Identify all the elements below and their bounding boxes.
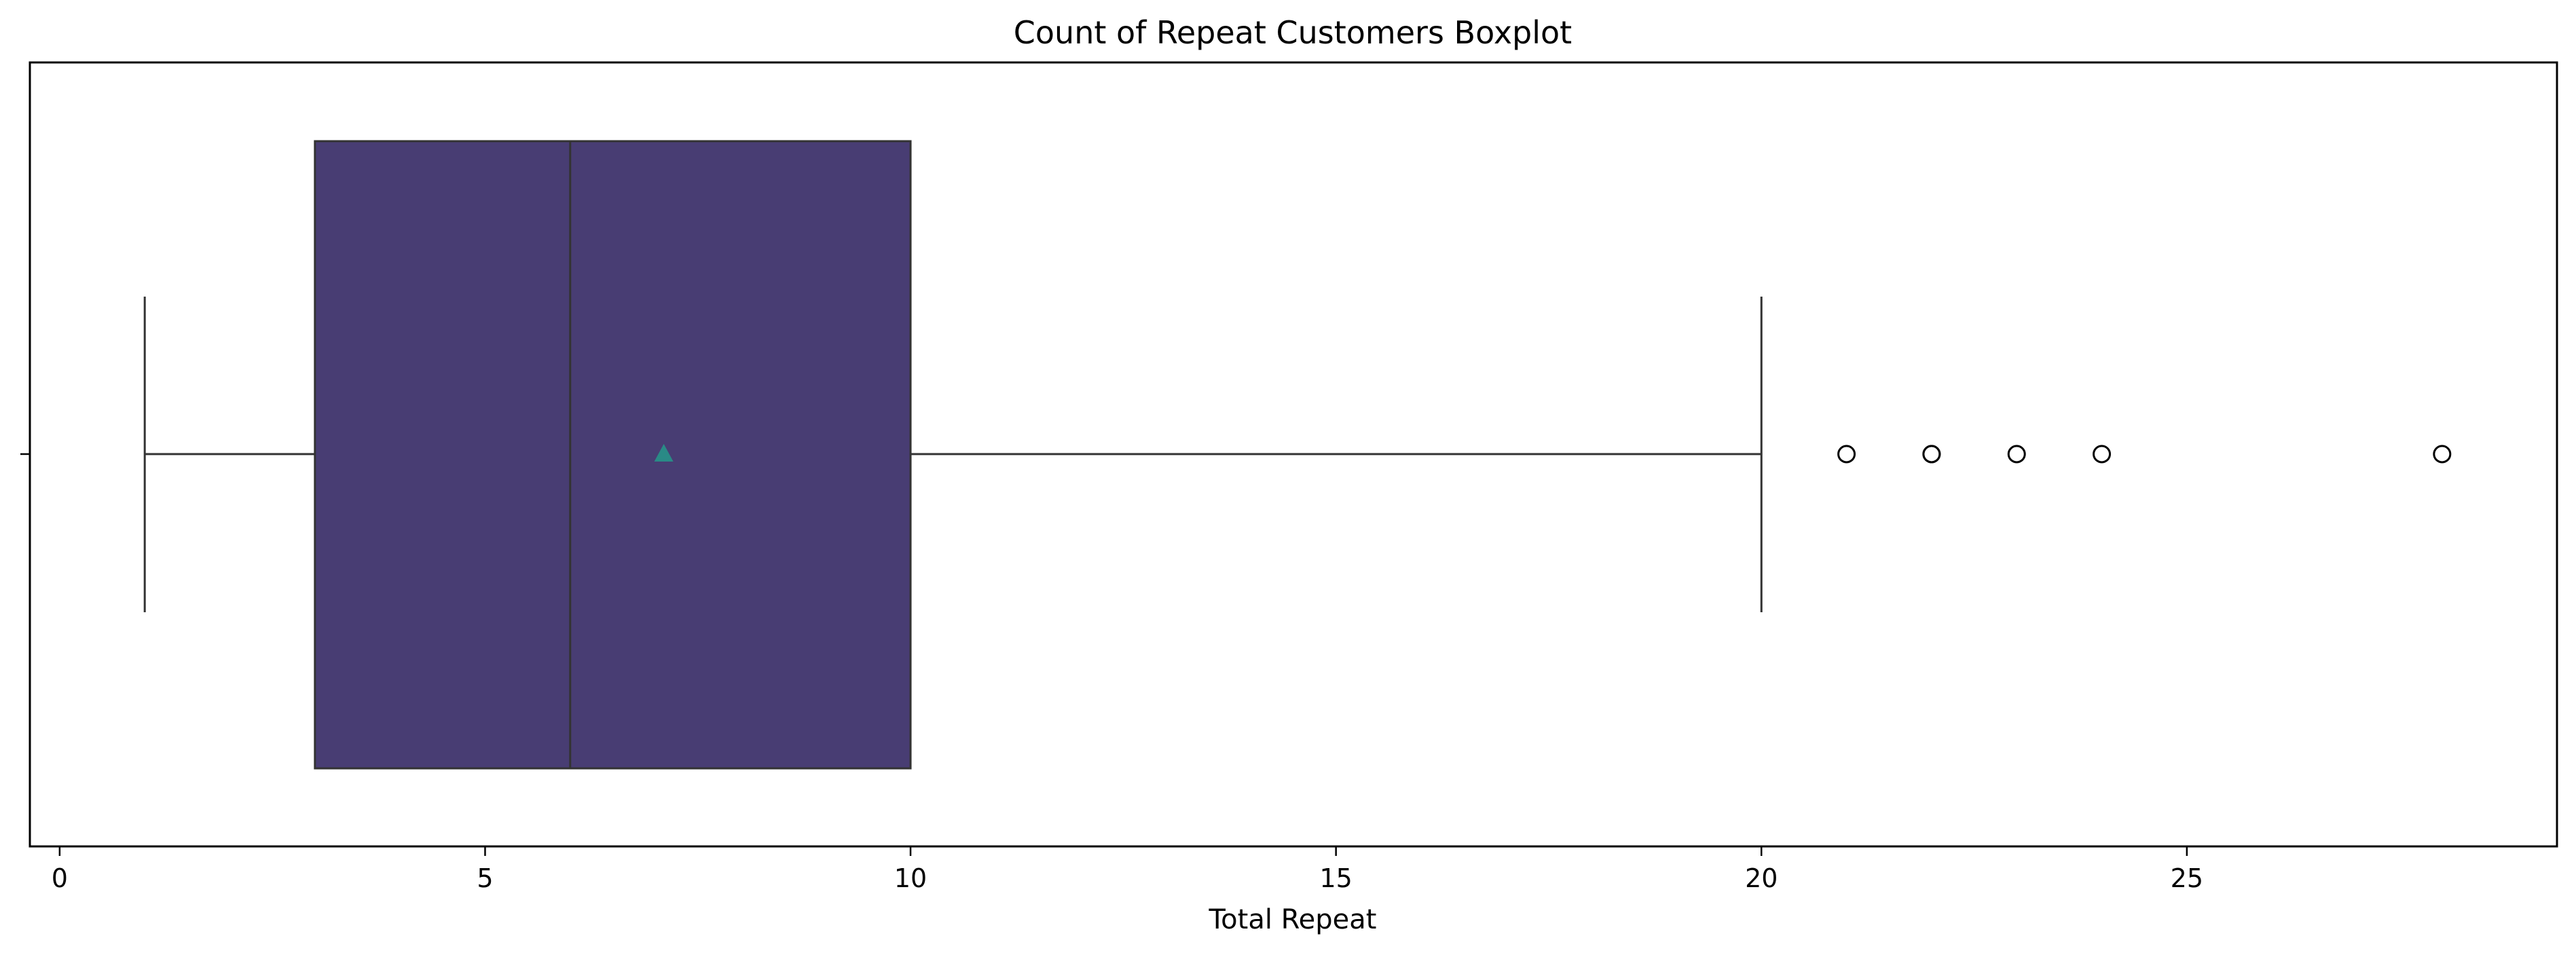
mean-marker (654, 444, 674, 462)
x-axis-ticks: 0 5 10 15 20 25 (52, 846, 2203, 893)
outlier-point (2433, 445, 2452, 464)
outlier-point (1922, 445, 1941, 464)
x-tick-label: 15 (1319, 863, 1352, 893)
outlier-point (2093, 445, 2112, 464)
outlier-point (2007, 445, 2026, 464)
chart-title: Count of Repeat Customers Boxplot (1014, 14, 1572, 51)
x-tick-label: 20 (1745, 863, 1778, 893)
x-tick-label: 25 (2171, 863, 2203, 893)
x-tick-label: 5 (477, 863, 493, 893)
iqr-box (314, 140, 912, 770)
x-tick-label: 10 (894, 863, 927, 893)
plot-area (143, 140, 2452, 770)
x-axis-label: Total Repeat (1209, 904, 1377, 935)
x-tick-label: 0 (52, 863, 68, 893)
outlier-point (1837, 445, 1856, 464)
